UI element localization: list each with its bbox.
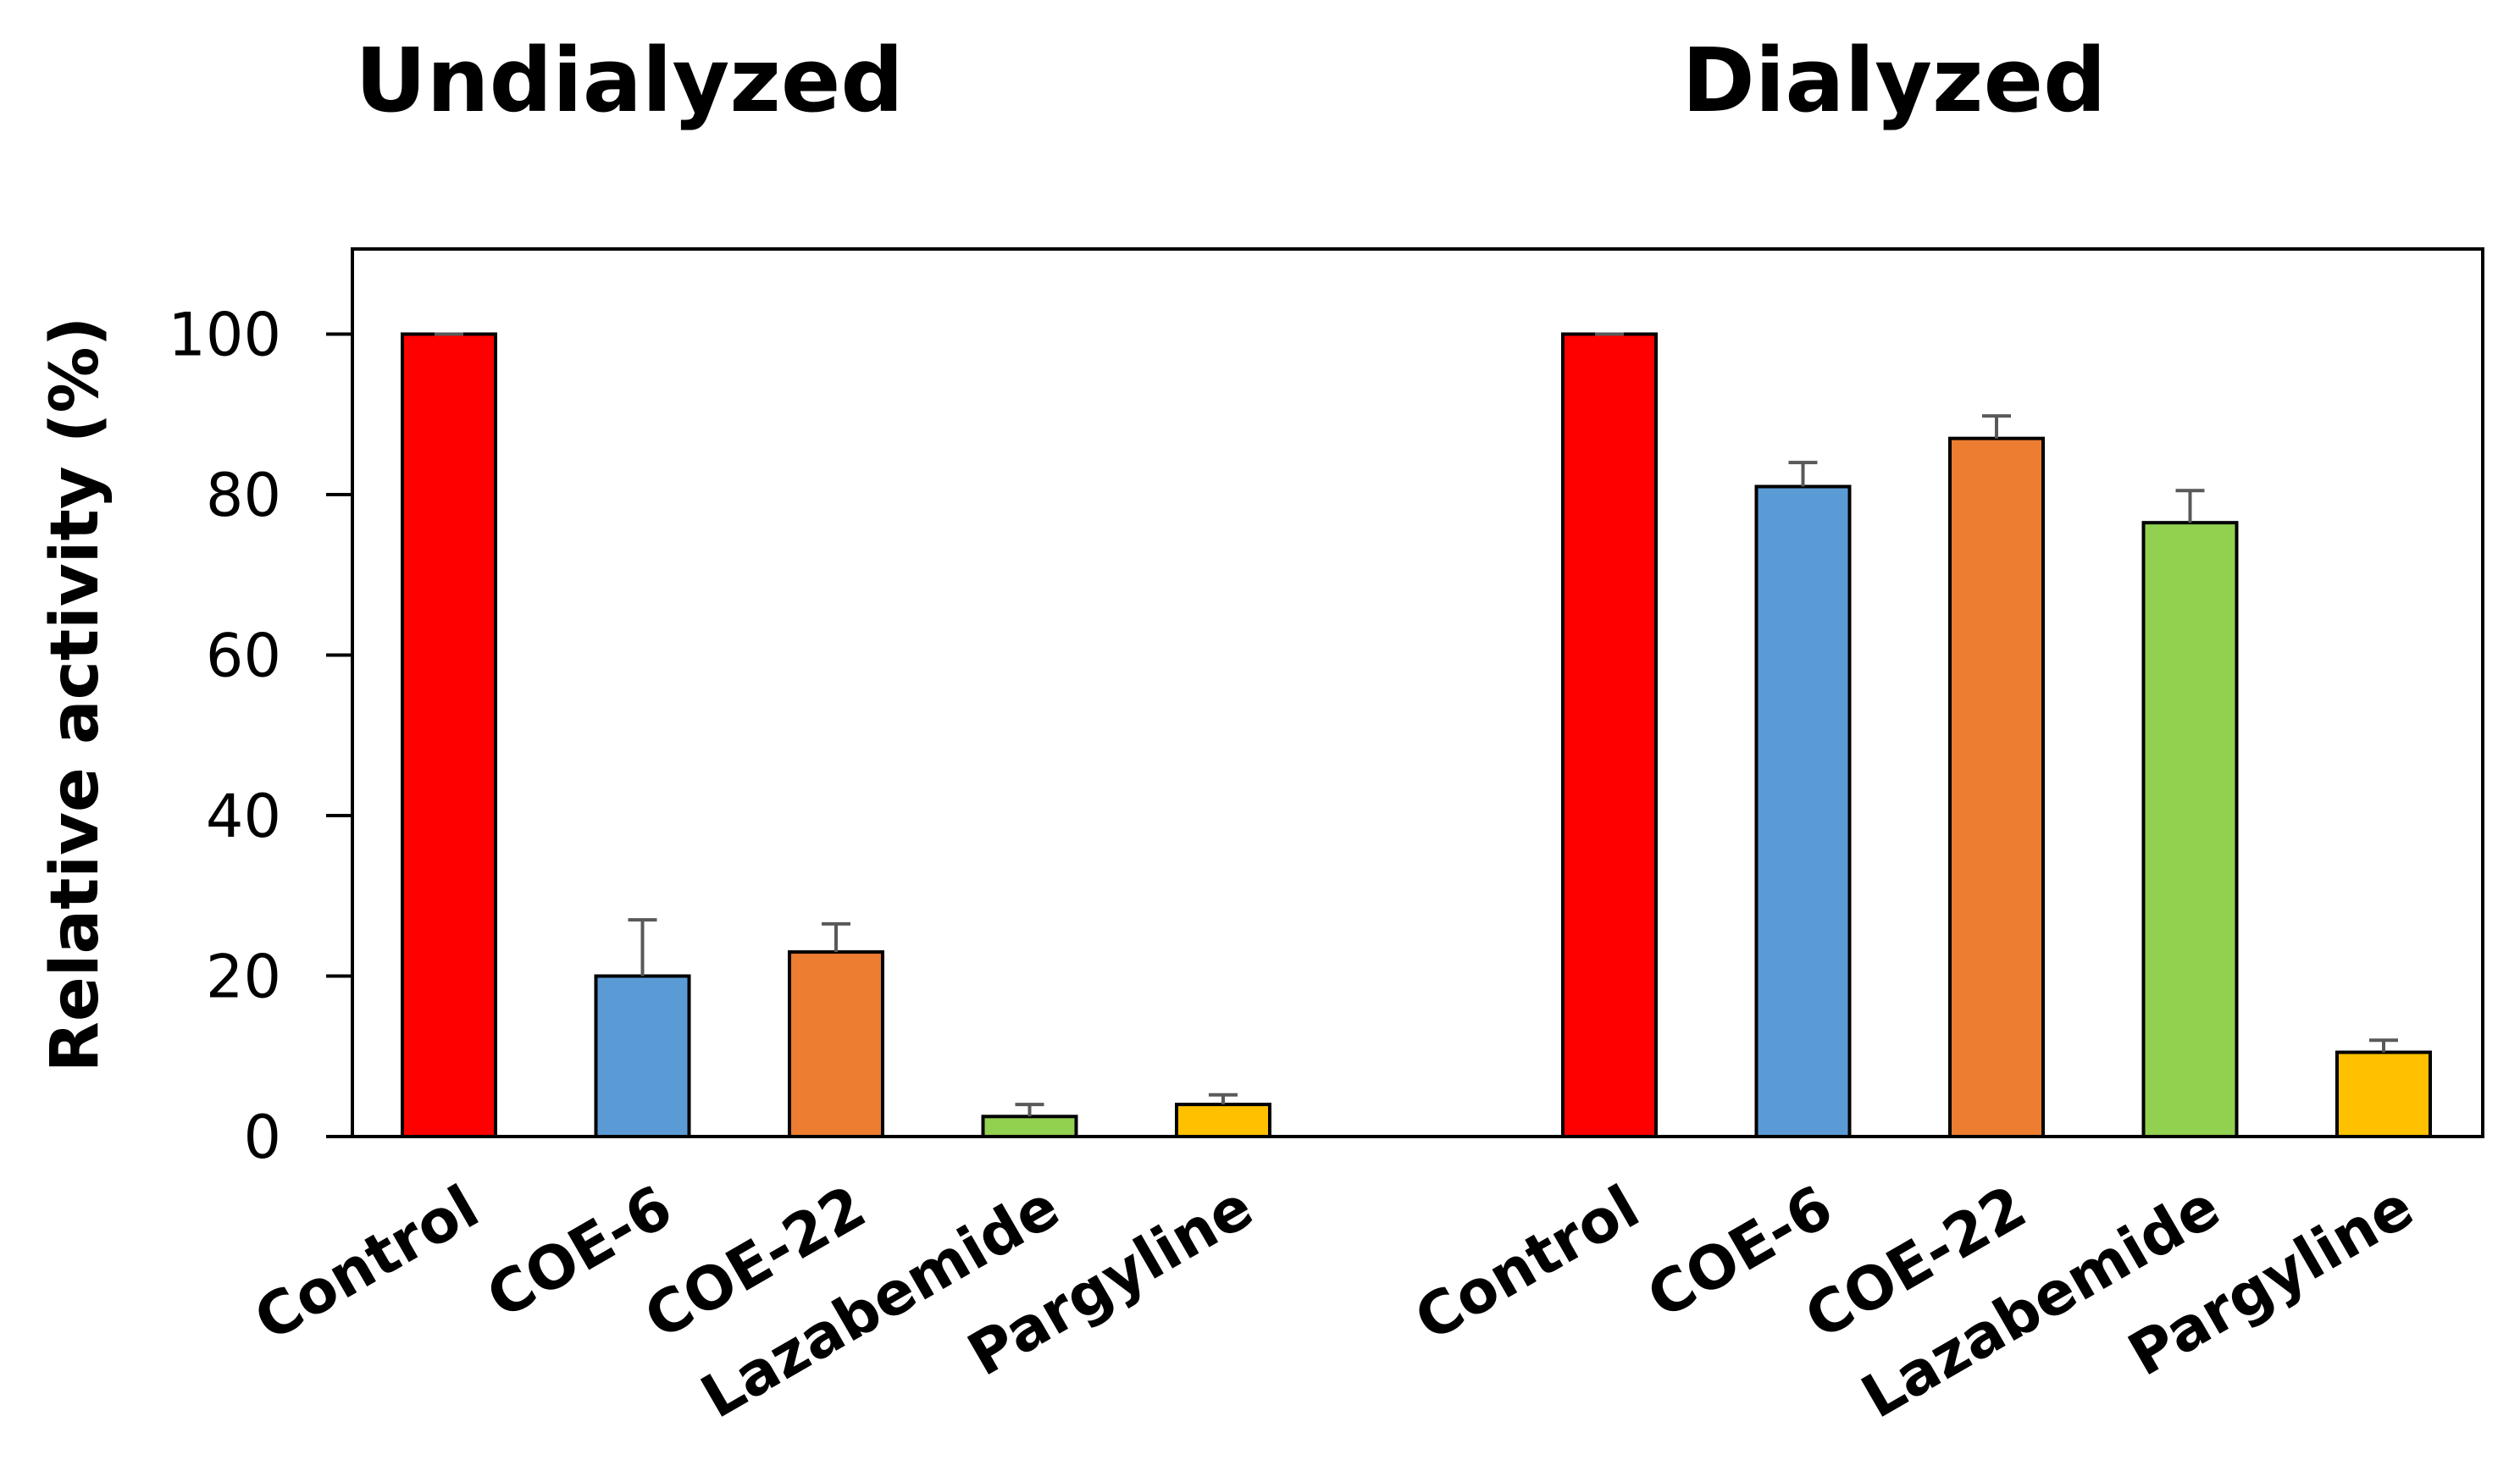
y-axis-title: Relative activity (%) [37,317,114,1072]
bar-undialyzed-control [401,332,497,1138]
group-title-undialyzed: Undialyzed [355,29,904,132]
bar-undialyzed-coe-22 [788,950,884,1138]
y-axis: 0 20 40 60 80 100 [168,301,352,1172]
category-label: Control [243,1172,490,1355]
y-tick-label: 100 [168,301,281,370]
bar-undialyzed-pargyline [1175,1103,1271,1138]
bar-dialyzed-coe-22 [1948,436,2045,1138]
y-tick-label: 60 [206,622,281,691]
bar-dialyzed-lazabemide [2141,521,2239,1138]
group-title-dialyzed: Dialyzed [1681,29,2106,132]
category-label: Control [1404,1172,1651,1355]
y-tick-label: 0 [243,1103,281,1172]
bar-undialyzed-lazabemide [981,1115,1078,1138]
bar-dialyzed-pargyline [2335,1050,2432,1138]
bar-dialyzed-coe-6 [1754,484,1852,1138]
y-tick-label: 40 [206,782,281,851]
y-tick-label: 80 [206,461,281,530]
bars-layer [326,332,2483,1138]
bar-undialyzed-coe-6 [594,974,691,1138]
y-tick-label: 20 [206,943,281,1012]
bar-dialyzed-control [1561,332,1658,1138]
